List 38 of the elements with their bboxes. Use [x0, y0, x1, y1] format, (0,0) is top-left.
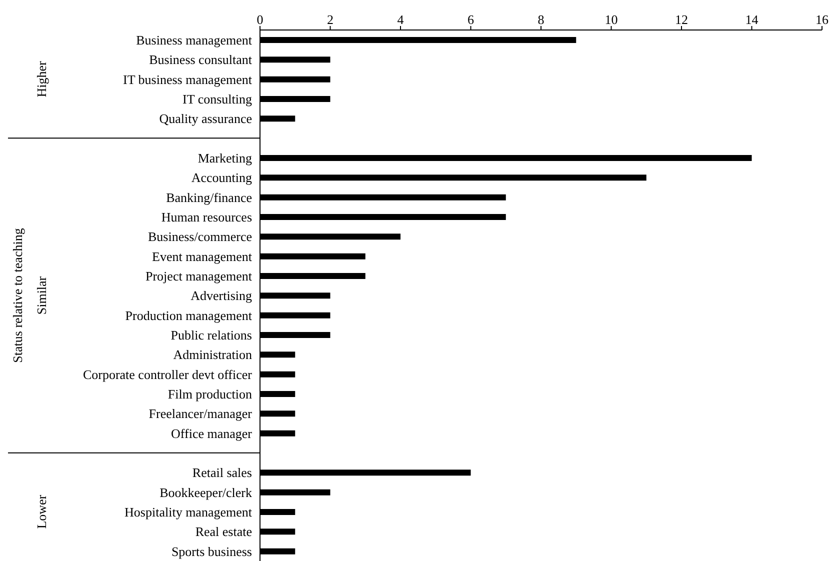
y-tick-label: Human resources	[161, 209, 252, 224]
y-tick-label: Quality assurance	[159, 111, 252, 126]
x-tick-label: 12	[675, 12, 688, 27]
y-tick-label: Production management	[125, 308, 252, 323]
x-tick-label: 2	[327, 12, 334, 27]
y-tick-label: Marketing	[198, 150, 252, 166]
y-tick-label: Freelancer/manager	[148, 406, 253, 422]
text: Higher	[34, 60, 49, 98]
y-tick-label: Project management	[146, 268, 252, 284]
y-tick-label: Advertising	[190, 288, 252, 304]
y-tick-label: Corporate controller devt officer	[82, 366, 253, 382]
y-tick-label: Administration	[173, 347, 252, 362]
y-tick-label: Business consultant	[149, 52, 252, 68]
y-tick-label: Office manager	[171, 426, 253, 441]
text: Similar	[34, 276, 49, 315]
y-tick-label: Sports business	[171, 544, 252, 559]
y-tick-label: IT business management	[122, 72, 252, 87]
x-tick-label: 10	[604, 12, 618, 27]
y-tick-label: Business management	[136, 32, 252, 48]
y-tick-label: IT consulting	[182, 91, 252, 106]
y-tick-label: Public relations	[170, 327, 252, 342]
y-tick-label: Bookkeeper/clerk	[160, 484, 252, 500]
y-tick-label: Accounting	[191, 170, 252, 186]
y-tick-label: Banking/finance	[166, 190, 252, 205]
y-axis-title: Status relative to teaching	[10, 228, 25, 363]
x-tick-label: 14	[745, 12, 759, 27]
y-tick-label: Film production	[168, 386, 252, 402]
text: Lower	[34, 494, 49, 529]
y-tick-label: Business/commerce	[148, 229, 252, 244]
y-tick-label: Event management	[152, 248, 252, 264]
x-tick-label: 8	[538, 12, 544, 27]
x-tick-label: 4	[397, 12, 404, 27]
x-tick-label: 6	[468, 12, 474, 27]
x-tick-label: 16	[816, 12, 829, 27]
x-tick-label: 0	[256, 12, 264, 27]
y-tick-label: Retail sales	[192, 465, 252, 480]
y-tick-label: Hospitality management	[124, 504, 252, 520]
y-tick-label: Real estate	[195, 524, 252, 540]
